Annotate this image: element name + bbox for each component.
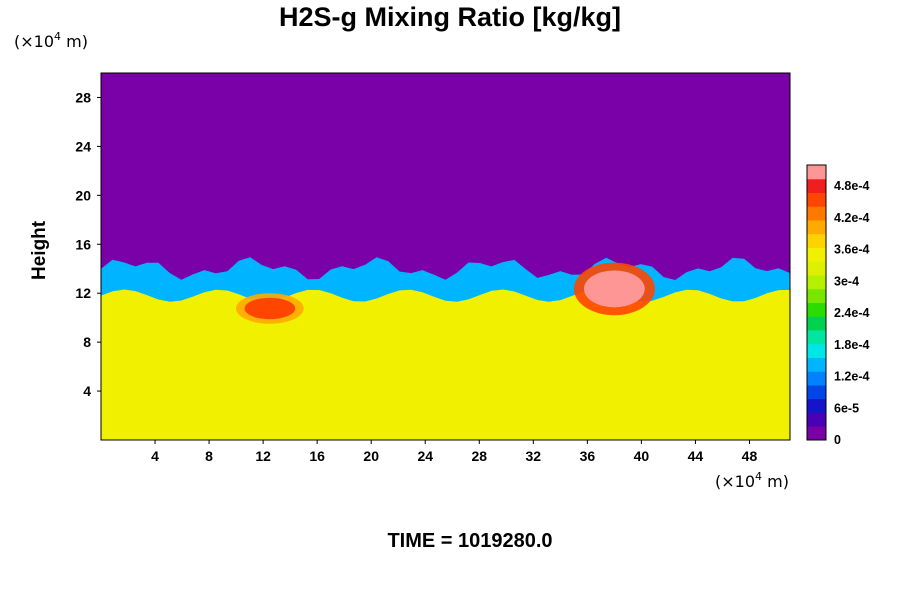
colorbar-tick-label: 4.8e-4	[834, 179, 869, 193]
colorbar-swatch	[807, 302, 826, 317]
colorbar-swatch	[807, 178, 826, 193]
y-unit-base: (×10	[14, 32, 55, 51]
x-unit-exponent: 4	[755, 470, 763, 483]
colorbar-tick-label: 1.8e-4	[834, 338, 869, 352]
field-lower	[101, 289, 790, 440]
colorbar-swatch	[807, 357, 826, 372]
x-tick-label: 8	[205, 448, 213, 464]
x-unit-base: (×10	[715, 472, 756, 491]
colorbar-tick-label: 6e-5	[834, 401, 859, 415]
colorbar-swatch	[807, 398, 826, 413]
colorbar-swatch	[807, 426, 826, 441]
colorbar-tick-label: 3.6e-4	[834, 243, 869, 257]
colorbar-tick-label: 2.4e-4	[834, 306, 869, 320]
high-patch-0	[583, 270, 645, 308]
x-axis-unit: (×104 m)	[715, 470, 789, 491]
colorbar-swatch	[807, 412, 826, 427]
y-unit-exponent: 4	[54, 30, 62, 43]
x-tick-label: 16	[309, 448, 325, 464]
colorbar-swatch	[807, 275, 826, 290]
y-tick-label: 8	[83, 334, 91, 350]
x-tick-label: 4	[151, 448, 159, 464]
y-tick-label: 24	[75, 138, 91, 154]
high-patch-1	[244, 297, 296, 320]
colorbar-tick-label: 3e-4	[834, 274, 859, 288]
colorbar-swatch	[807, 330, 826, 345]
colorbar-swatch	[807, 371, 826, 386]
colorbar-swatch	[807, 385, 826, 400]
colorbar-swatch	[807, 261, 826, 276]
x-tick-label: 12	[255, 448, 271, 464]
colorbar-swatch	[807, 165, 826, 180]
time-footer: TIME = 1019280.0	[387, 530, 553, 552]
colorbar-frame	[806, 164, 827, 441]
colorbar-swatch	[807, 206, 826, 221]
y-tick-label: 20	[75, 187, 91, 203]
colorbar-swatch	[807, 247, 826, 262]
x-tick-label: 36	[580, 448, 596, 464]
chart-title: H2S-g Mixing Ratio [kg/kg]	[278, 2, 621, 32]
colorbar-tick-label: 1.2e-4	[834, 370, 869, 384]
y-tick-label: 28	[75, 89, 91, 105]
colorbar-swatch	[807, 316, 826, 331]
colorbar-swatch	[807, 220, 826, 235]
y-tick-label: 4	[83, 383, 91, 399]
x-tick-label: 32	[526, 448, 542, 464]
colorbar-tick-label: 0	[834, 433, 841, 447]
plot-frame	[100, 72, 791, 441]
x-tick-label: 48	[742, 448, 758, 464]
colorbar-swatch	[807, 192, 826, 207]
x-tick-label: 20	[363, 448, 379, 464]
x-tick-label: 44	[688, 448, 704, 464]
y-axis-unit: (×104 m)	[14, 30, 88, 51]
x-tick-label: 24	[417, 448, 433, 464]
y-tick-label: 16	[75, 236, 91, 252]
x-tick-label: 28	[471, 448, 487, 464]
x-unit-tail: m)	[762, 472, 789, 491]
y-unit-tail: m)	[61, 32, 88, 51]
colorbar-swatch	[807, 343, 826, 358]
colorbar-swatch	[807, 288, 826, 303]
x-tick-label: 40	[634, 448, 650, 464]
colorbar-tick-label: 4.2e-4	[834, 211, 869, 225]
colorbar-swatch	[807, 233, 826, 248]
y-tick-label: 12	[75, 285, 91, 301]
